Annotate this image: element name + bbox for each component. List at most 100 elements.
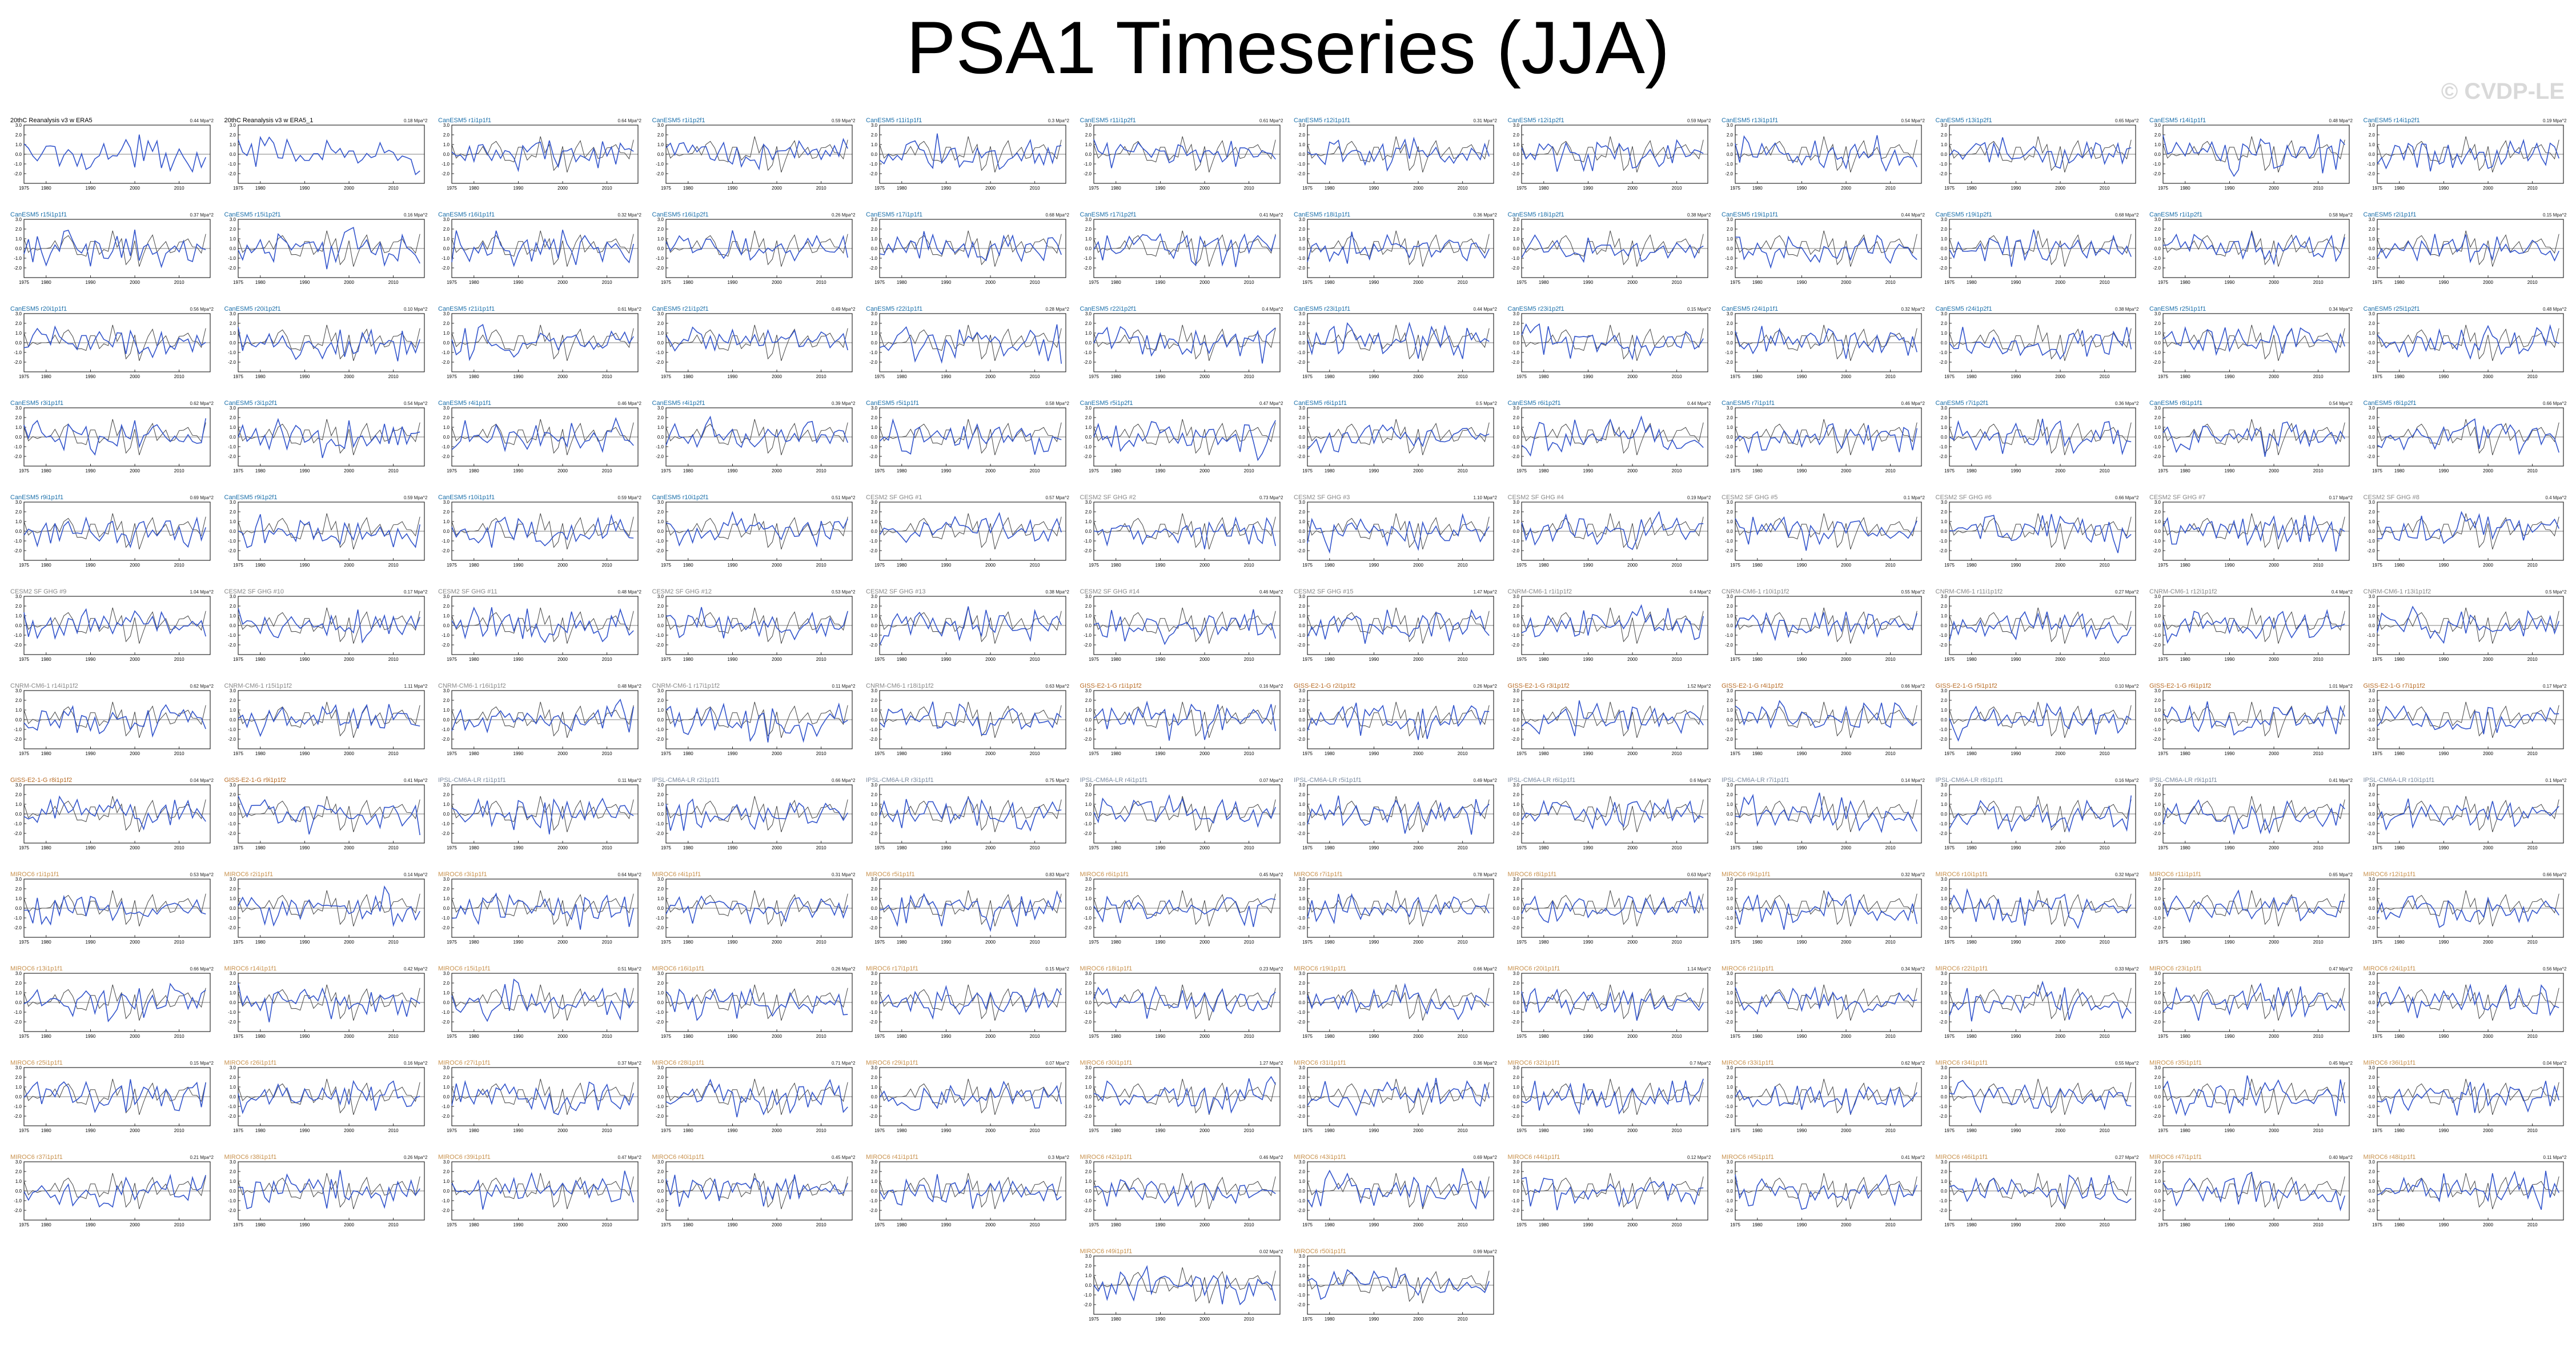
y-tick-label: -1.0 <box>2153 1104 2161 1109</box>
x-tick-label: 2000 <box>2055 468 2065 474</box>
y-tick-label: 1.0 <box>1085 1273 1092 1278</box>
panel-stat: 0.63 Mpa^2 <box>1687 872 1711 877</box>
x-tick-label: 2010 <box>1458 751 1468 756</box>
panel-stat: 0.53 Mpa^2 <box>831 589 856 595</box>
x-tick-label: 1980 <box>255 751 265 756</box>
member-series-line <box>1735 1085 1917 1116</box>
x-tick-label: 1990 <box>2438 1222 2449 1227</box>
x-tick-label: 1975 <box>661 940 671 945</box>
x-tick-label: 2000 <box>1841 751 1851 756</box>
y-tick-label: 1.0 <box>443 331 450 336</box>
member-series-line <box>665 138 848 171</box>
timeseries-panel: MIROC6 r34i1p1f1 0.55 Mpa^2 3.0 2.0 1.0 0.0 -1… <box>1930 1060 2141 1151</box>
y-tick-label: 2.0 <box>443 227 450 232</box>
y-tick-label: 1.0 <box>229 142 236 147</box>
obs-series-line <box>1093 890 1276 926</box>
x-tick-label: 1975 <box>1089 1128 1099 1133</box>
y-tick-label: -1.0 <box>1297 162 1305 167</box>
y-tick-label: 0.0 <box>1512 152 1519 157</box>
obs-series-line <box>2377 890 2559 926</box>
y-tick-label: 0.0 <box>2154 812 2161 817</box>
panel-stat: 0.4 Mpa^2 <box>2331 589 2353 595</box>
member-series-line <box>237 983 420 1022</box>
timeseries-panel: CanESM5 r10i1p2f1 0.51 Mpa^2 3.0 2.0 1.0 0.0-… <box>647 494 858 585</box>
panel-title: CNRM-CM6-1 r13i1p1f2 <box>2363 588 2431 595</box>
y-tick-label: 0.0 <box>1512 906 1519 911</box>
y-tick-label: -2.0 <box>1297 737 1305 742</box>
panel-stat: 0.66 Mpa^2 <box>1473 966 1497 972</box>
member-series-line <box>1948 137 2131 169</box>
panel-title: CESM2 SF GHG #7 <box>2149 494 2206 501</box>
timeseries-panel: MIROC6 r22i1p1f1 0.33 Mpa^2 3.0 2.0 1.0 0.0 -1… <box>1930 965 2141 1057</box>
y-tick-label: 1.0 <box>871 425 878 430</box>
x-tick-label: 1990 <box>1583 657 1593 662</box>
y-tick-label: -2.0 <box>1084 360 1092 365</box>
x-tick-label: 2000 <box>985 657 996 662</box>
member-series-line <box>879 890 1062 932</box>
panel-title: CanESM5 r21i1p1f1 <box>438 306 495 312</box>
x-tick-label: 1980 <box>1752 563 1763 568</box>
y-tick-label: 3.0 <box>1940 594 1947 599</box>
obs-series-line <box>1093 984 1276 1021</box>
y-tick-label: -2.0 <box>14 1208 22 1213</box>
x-tick-label: 1975 <box>874 1034 885 1039</box>
x-tick-label: 1990 <box>86 468 96 474</box>
y-tick-label: -1.0 <box>14 916 22 921</box>
x-tick-label: 2000 <box>2269 280 2279 285</box>
y-tick-label: 2.0 <box>1299 1169 1306 1174</box>
y-tick-label: -2.0 <box>2153 925 2161 930</box>
panel-stat: 0.15 Mpa^2 <box>1687 307 1711 312</box>
timeseries-panel: CanESM5 r7i1p1f1 0.46 Mpa^2 3.0 2.0 1.0 0.0 -1… <box>1716 400 1927 491</box>
member-series-line <box>1948 611 2132 644</box>
y-tick-label: 1.0 <box>1727 802 1734 807</box>
y-tick-label: 1.0 <box>2368 425 2375 430</box>
y-tick-label: 1.0 <box>1940 896 1947 901</box>
panel-stat: 0.07 Mpa^2 <box>1259 778 1283 783</box>
x-tick-label: 1975 <box>2372 940 2382 945</box>
y-tick-label: 2.0 <box>1512 227 1519 232</box>
x-tick-label: 1975 <box>1516 1222 1527 1227</box>
y-tick-label: -1.0 <box>1297 1010 1305 1015</box>
x-tick-label: 2000 <box>985 1034 996 1039</box>
x-tick-label: 1990 <box>2225 280 2235 285</box>
x-tick-label: 1975 <box>19 1222 29 1227</box>
x-tick-label: 1990 <box>299 186 310 191</box>
y-tick-label: 2.0 <box>1940 698 1947 703</box>
x-tick-label: 1975 <box>19 845 29 850</box>
y-tick-label: -1.0 <box>1725 162 1733 167</box>
panel-title: MIROC6 r25i1p1f1 <box>10 1060 63 1066</box>
x-tick-label: 2000 <box>130 657 140 662</box>
panel-title: CanESM5 r18i1p1f1 <box>1294 211 1351 218</box>
y-tick-label: 2.0 <box>1512 604 1519 609</box>
x-tick-label: 2010 <box>388 374 398 379</box>
member-series-line <box>1307 703 1490 740</box>
y-tick-label: 1.0 <box>1512 1085 1519 1090</box>
x-tick-label: 1975 <box>1944 1222 1955 1227</box>
y-tick-label: -2.0 <box>1084 454 1092 459</box>
panel-title: CanESM5 r13i1p1f1 <box>1722 117 1779 124</box>
x-tick-label: 2000 <box>1199 940 1210 945</box>
y-tick-label: 1.0 <box>1085 1179 1092 1184</box>
y-tick-label: -2.0 <box>1725 266 1733 271</box>
x-tick-label: 1990 <box>941 940 952 945</box>
x-tick-label: 2000 <box>985 186 996 191</box>
panel-stat: 0.45 Mpa^2 <box>1259 872 1283 877</box>
y-tick-label: 3.0 <box>15 688 22 693</box>
y-tick-label: 3.0 <box>1085 688 1092 693</box>
x-tick-label: 1975 <box>1730 751 1740 756</box>
member-series-line <box>1307 1269 1490 1300</box>
panel-title: CNRM-CM6-1 r16i1p1f2 <box>438 683 506 689</box>
y-tick-label: 0.0 <box>1940 906 1947 911</box>
y-tick-label: 2.0 <box>2368 886 2375 892</box>
panel-title: CESM2 SF GHG #11 <box>438 588 497 595</box>
y-tick-label: -1.0 <box>2153 1198 2161 1203</box>
y-tick-label: -2.0 <box>442 1020 450 1025</box>
x-tick-label: 2010 <box>1458 1317 1468 1322</box>
obs-series-line <box>1093 1267 1276 1303</box>
member-series-line <box>237 227 420 270</box>
y-tick-label: 3.0 <box>1727 877 1734 882</box>
